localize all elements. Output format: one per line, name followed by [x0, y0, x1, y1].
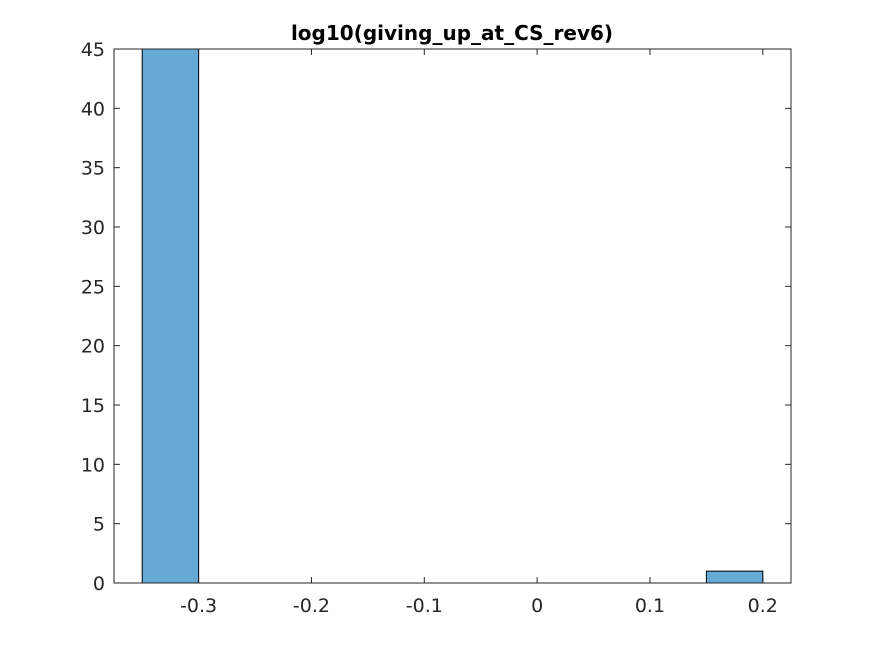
x-tick-label: 0	[531, 595, 543, 617]
x-tick-label: -0.1	[406, 595, 443, 617]
x-tick-label: -0.2	[293, 595, 330, 617]
y-tick-label: 25	[81, 276, 105, 298]
histogram-bar-0	[141, 48, 200, 584]
chart-title: log10(giving_up_at_CS_rev6)	[291, 21, 613, 45]
x-tick-label: -0.3	[180, 595, 217, 617]
y-tick-label: 10	[81, 454, 105, 476]
y-axis-tick-labels: 0 5 10 15 20 25 30 35 40 45	[81, 39, 105, 595]
y-tick-label: 45	[81, 39, 105, 61]
y-tick-label: 5	[93, 514, 105, 536]
plot-frame	[113, 48, 792, 584]
y-tick-label: 15	[81, 395, 105, 417]
x-tick-label: 0.2	[748, 595, 778, 617]
x-axis-tick-labels: -0.3 -0.2 -0.1 0 0.1 0.2	[180, 595, 778, 617]
y-tick-label: 0	[93, 573, 105, 595]
bars-layer	[141, 48, 764, 584]
y-tick-label: 20	[81, 336, 105, 358]
y-tick-label: 35	[81, 158, 105, 180]
x-tick-label: 0.1	[635, 595, 665, 617]
histogram-bar-10	[705, 570, 764, 584]
y-tick-label: 30	[81, 217, 105, 239]
y-tick-label: 40	[81, 98, 105, 120]
plot-area-background	[114, 49, 791, 583]
